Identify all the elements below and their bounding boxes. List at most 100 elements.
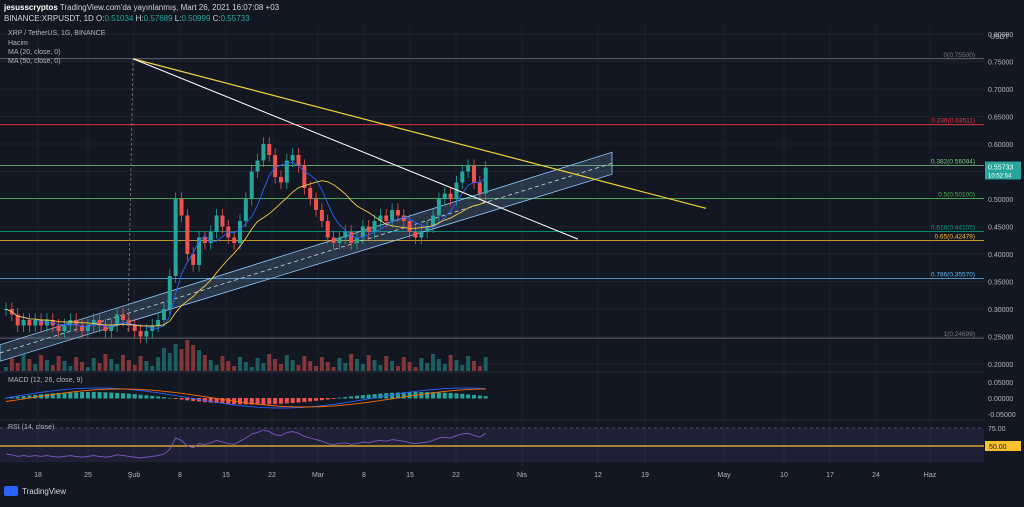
volume-bar bbox=[384, 356, 389, 371]
volume-bar bbox=[460, 365, 465, 371]
macd-histogram-bar bbox=[308, 398, 313, 402]
candle-body bbox=[378, 215, 383, 221]
volume-bar bbox=[314, 366, 319, 371]
time-tick-label: Şub bbox=[128, 472, 141, 479]
macd-histogram-bar bbox=[150, 395, 155, 399]
volume-bar bbox=[138, 356, 143, 371]
candle-body bbox=[325, 221, 330, 238]
macd-histogram-bar bbox=[208, 398, 213, 403]
macd-histogram-bar bbox=[243, 398, 248, 405]
candle-body bbox=[331, 237, 336, 243]
macd-tick-label: 0.00000 bbox=[988, 396, 1013, 403]
symbol-label: BINANCE:XRPUSDT, 1D bbox=[4, 14, 94, 23]
volume-bar bbox=[407, 362, 412, 371]
macd-histogram-bar bbox=[460, 393, 465, 399]
price-tick-label: 0.75000 bbox=[988, 60, 1013, 67]
macd-histogram-bar bbox=[21, 396, 26, 399]
ma20-legend[interactable]: MA (20, close, 0) bbox=[8, 49, 61, 56]
candle-body bbox=[138, 331, 143, 337]
ma50-legend[interactable]: MA (50, close, 0) bbox=[8, 58, 61, 65]
tradingview-logo[interactable]: TradingView bbox=[4, 486, 66, 496]
time-tick-label: 8 bbox=[362, 472, 366, 479]
volume-bar bbox=[273, 359, 278, 371]
tradingview-logo-icon bbox=[4, 486, 18, 496]
volume-bar bbox=[21, 354, 26, 371]
candle-body bbox=[126, 320, 131, 326]
fib-level-label: 0.5(0.50100) bbox=[938, 191, 975, 198]
volume-bar bbox=[425, 363, 430, 371]
time-tick-label: 25 bbox=[84, 472, 92, 479]
macd-histogram-bar bbox=[62, 392, 67, 399]
volume-bar bbox=[442, 364, 447, 371]
ma50-line bbox=[5, 180, 486, 327]
author-name[interactable]: jesusscryptos bbox=[4, 3, 58, 12]
candle-body bbox=[62, 325, 67, 331]
macd-histogram-bar bbox=[378, 393, 383, 399]
volume-bar bbox=[115, 364, 120, 371]
candle-body bbox=[161, 309, 166, 320]
candle-body bbox=[407, 221, 412, 232]
volume-bar bbox=[431, 354, 436, 371]
volume-bar bbox=[296, 365, 301, 371]
fib-level-label: 0.236(0.63511) bbox=[931, 118, 975, 125]
time-tick-label: 15 bbox=[222, 472, 230, 479]
candle-body bbox=[91, 320, 96, 326]
time-tick-label: 19 bbox=[641, 472, 649, 479]
candle-body bbox=[15, 314, 20, 326]
volume-legend[interactable]: Hacim bbox=[8, 40, 28, 47]
macd-histogram-bar bbox=[226, 398, 231, 404]
time-tick-label: 17 bbox=[826, 472, 834, 479]
volume-bar bbox=[278, 364, 283, 371]
volume-bar bbox=[214, 365, 219, 371]
price-chart[interactable]: 0(0.75500) 0.236(0.63511) 0.382(0.56094) 0.… bbox=[0, 26, 1024, 502]
volume-bar bbox=[267, 354, 272, 371]
rsi-legend[interactable]: RSI (14, close) bbox=[8, 424, 55, 431]
time-tick-label: 24 bbox=[872, 472, 880, 479]
candle-body bbox=[173, 199, 178, 276]
macd-histogram-bar bbox=[109, 392, 114, 399]
candle-body bbox=[208, 232, 213, 243]
macd-histogram-bar bbox=[360, 395, 365, 399]
macd-line bbox=[5, 387, 486, 409]
macd-histogram-bar bbox=[56, 392, 61, 399]
macd-histogram-bar bbox=[325, 398, 330, 400]
macd-histogram-bar bbox=[331, 398, 336, 399]
macd-histogram-bar bbox=[161, 397, 166, 399]
chart-header: jesusscryptos TradingView.com'da yayınla… bbox=[0, 0, 1024, 26]
price-tick-label: 0.60000 bbox=[988, 142, 1013, 149]
chart-canvas[interactable]: 0(0.75500) 0.236(0.63511) 0.382(0.56094) 0.… bbox=[0, 26, 1024, 502]
candle-body bbox=[436, 199, 441, 216]
rsi-line bbox=[5, 429, 486, 459]
time-tick-label: 10 bbox=[780, 472, 788, 479]
volume-bar bbox=[378, 365, 383, 371]
fib-level-label: 0.618(0.44105) bbox=[931, 224, 975, 231]
macd-histogram-bar bbox=[390, 392, 395, 399]
candle-body bbox=[319, 210, 324, 221]
volume-bar bbox=[208, 360, 213, 371]
macd-tick-label: -0.05000 bbox=[988, 412, 1016, 419]
macd-histogram-bar bbox=[278, 398, 283, 404]
high-value: 0.57689 bbox=[143, 14, 173, 23]
candle-body bbox=[232, 237, 237, 243]
time-tick-label: 8 bbox=[178, 472, 182, 479]
fib-level-label: 0.65(0.42479) bbox=[935, 233, 975, 240]
volume-bar bbox=[355, 359, 359, 371]
price-tick-label: 0.20000 bbox=[988, 362, 1013, 369]
candle-body bbox=[243, 199, 248, 221]
macd-histogram-bar bbox=[97, 392, 102, 399]
macd-histogram-bar bbox=[454, 393, 459, 399]
price-tick-label: 0.35000 bbox=[988, 280, 1013, 287]
currency-label: USDT bbox=[990, 34, 1010, 41]
macd-histogram-bar bbox=[9, 397, 14, 399]
macd-legend[interactable]: MACD (12, 26, close, 9) bbox=[8, 377, 83, 384]
volume-bar bbox=[284, 355, 289, 371]
candle-body bbox=[249, 171, 254, 199]
macd-histogram-bar bbox=[238, 398, 242, 405]
time-tick-label: Mar bbox=[312, 472, 325, 479]
volume-bar bbox=[319, 357, 324, 371]
candle-body bbox=[372, 221, 377, 232]
candle-body bbox=[115, 314, 120, 326]
macd-histogram-bar bbox=[436, 392, 441, 399]
candle-body bbox=[308, 188, 313, 199]
volume-bar bbox=[436, 359, 441, 371]
